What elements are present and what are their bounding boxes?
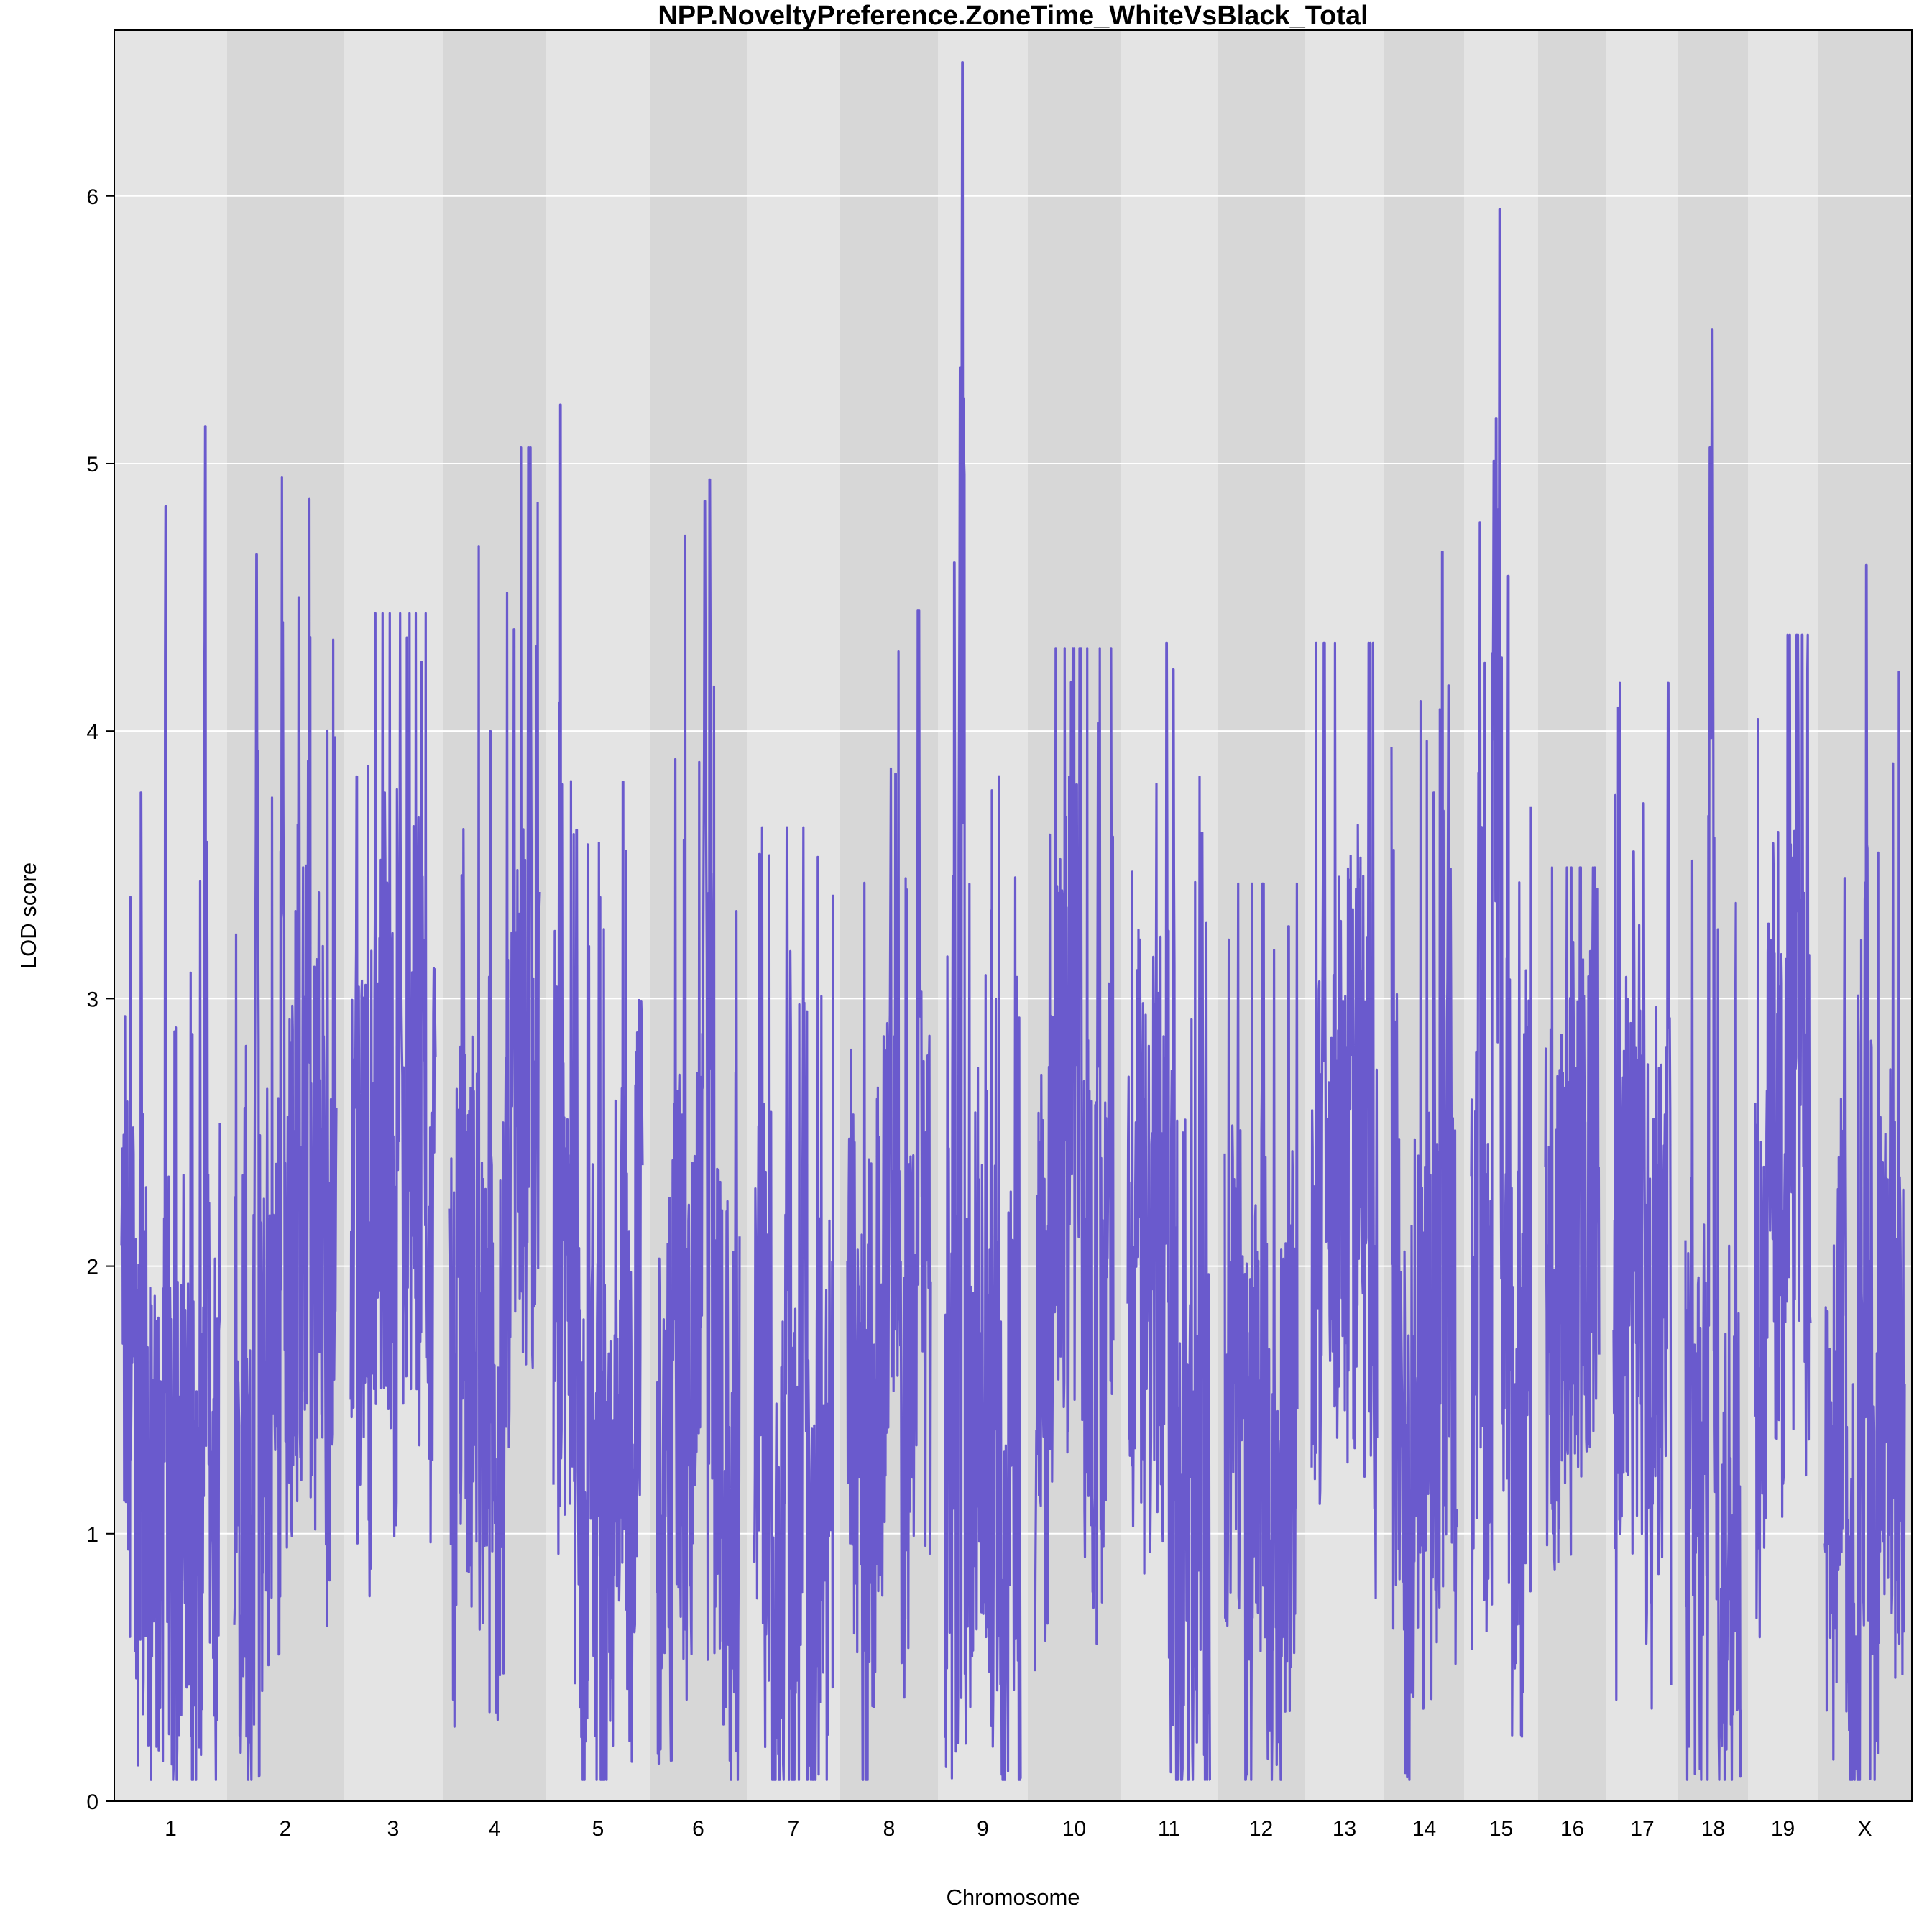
y-axis: 0 1 2 3 4 5 6 (86, 185, 114, 1814)
lod-line-chr-10 (1034, 647, 1115, 1672)
x-tick-label-chr-3: 3 (387, 1817, 400, 1841)
y-tick-label: 2 (86, 1256, 98, 1279)
x-tick-label-chr-14: 14 (1412, 1817, 1436, 1841)
y-tick-label: 6 (86, 185, 98, 209)
x-tick-label-chr-12: 12 (1249, 1817, 1273, 1841)
lod-line-chr-9 (944, 61, 1022, 1781)
lod-line-chr-13 (1310, 641, 1379, 1599)
x-tick-label-chr-10: 10 (1062, 1817, 1086, 1841)
lod-line-chr-3 (349, 612, 437, 1598)
lod-line-chr-2 (233, 475, 338, 1781)
x-tick-label-chr-6: 6 (692, 1817, 704, 1841)
y-tick-label: 3 (86, 988, 98, 1011)
x-tick-label-chr-X: X (1857, 1817, 1872, 1841)
x-tick-label-chr-8: 8 (883, 1817, 896, 1841)
x-axis-label: Chromosome (946, 1885, 1080, 1910)
lod-line-chr-17 (1612, 681, 1673, 1710)
x-tick-label-chr-18: 18 (1701, 1817, 1725, 1841)
plot-frame (114, 29, 1913, 1802)
x-tick-label-chr-19: 19 (1771, 1817, 1795, 1841)
x-tick-label-chr-13: 13 (1333, 1817, 1356, 1841)
lod-line-chr-19 (1754, 633, 1812, 1639)
y-tick-label: 4 (86, 720, 98, 744)
lod-line-chr-14 (1390, 551, 1458, 1781)
chart-title: NPP.NoveltyPreference.ZoneTime_WhiteVsBl… (658, 1, 1368, 31)
lod-line-chr-6 (656, 478, 741, 1781)
y-tick-label: 0 (86, 1790, 98, 1814)
x-tick-label-chr-1: 1 (165, 1817, 177, 1841)
lod-line-chr-11 (1126, 641, 1212, 1781)
lod-line-chr-15 (1470, 208, 1532, 1738)
lod-line-chr-12 (1223, 882, 1299, 1781)
lod-line-chr-7 (753, 826, 834, 1781)
lod-line-chr-X (1823, 564, 1906, 1781)
x-axis: 1 2 3 4 5 6 7 8 9 10 11 12 13 14 15 16 17 18 19 X (165, 1817, 1872, 1841)
x-tick-label-chr-5: 5 (592, 1817, 604, 1841)
lod-line-chr-18 (1684, 328, 1742, 1781)
x-tick-label-chr-15: 15 (1489, 1817, 1513, 1841)
lod-line-chr-8 (846, 610, 932, 1781)
x-tick-label-chr-9: 9 (977, 1817, 989, 1841)
x-tick-label-chr-2: 2 (280, 1817, 292, 1841)
lod-series (120, 61, 1906, 1781)
x-tick-label-chr-4: 4 (489, 1817, 501, 1841)
x-tick-label-chr-17: 17 (1630, 1817, 1654, 1841)
y-axis-label: LOD score (16, 862, 41, 969)
x-tick-label-chr-7: 7 (788, 1817, 800, 1841)
x-tick-label-chr-11: 11 (1158, 1817, 1180, 1841)
y-tick-label: 5 (86, 453, 98, 477)
lod-line-chr-4 (448, 446, 540, 1728)
lod-line-chr-5 (552, 403, 644, 1781)
lod-line-chr-1 (120, 425, 221, 1781)
lod-line-chr-16 (1544, 866, 1601, 1571)
x-tick-label-chr-16: 16 (1560, 1817, 1584, 1841)
y-tick-label: 1 (86, 1523, 98, 1547)
